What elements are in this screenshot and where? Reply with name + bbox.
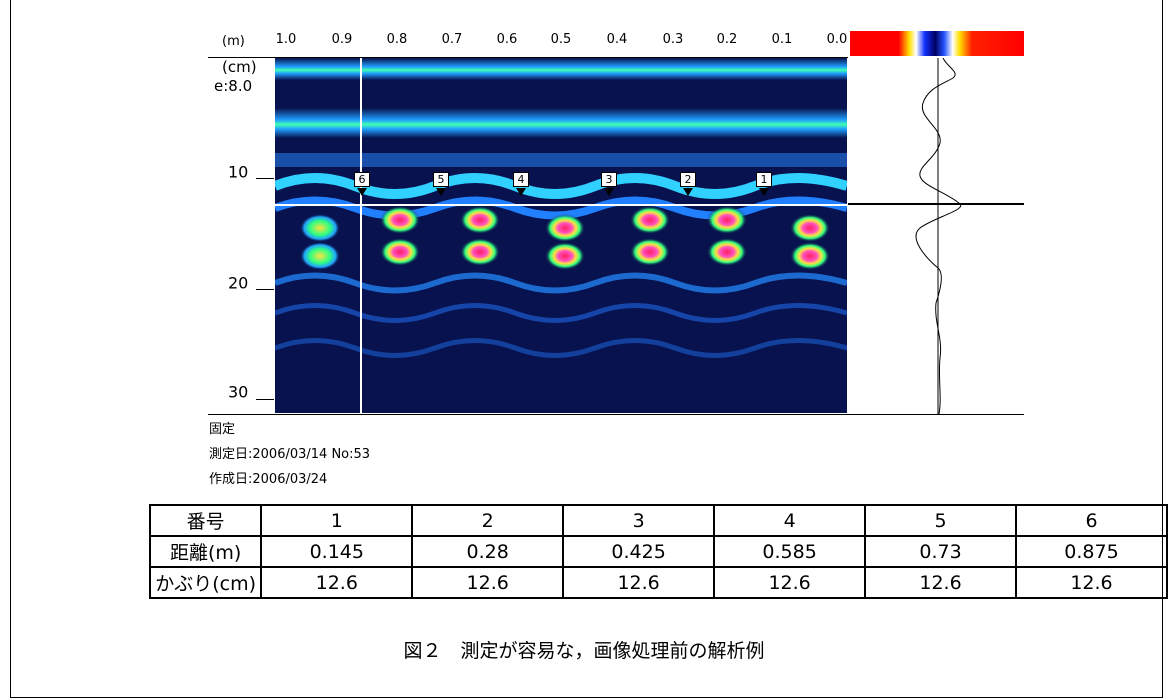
color-scale-bar: [850, 31, 1024, 56]
x-tick: 0.8: [386, 32, 408, 47]
table-row-label: 距離(m): [148, 535, 263, 568]
y-tick: 10: [228, 162, 249, 182]
measured-date: 測定日:2006/03/14 No:53: [209, 447, 371, 462]
table-cell: 12.6: [411, 566, 565, 599]
table-cell: 12.6: [260, 566, 414, 599]
table-cell: 0.875: [1014, 535, 1168, 568]
marker-5: 5: [433, 172, 449, 196]
x-tick: 1.0: [275, 32, 297, 47]
table-cell: 0.73: [864, 535, 1017, 568]
table-cell: 12.6: [864, 566, 1017, 599]
results-table: 番号 1 2 3 4 5 6 距離(m) 0.145 0.28 0.425 0.…: [148, 504, 1168, 599]
x-tick: 0.6: [496, 32, 518, 47]
table-header-cell: 4: [713, 504, 867, 537]
top-border: [208, 57, 848, 58]
table-cell: 0.145: [260, 535, 414, 568]
table-row: 距離(m) 0.145 0.28 0.425 0.585 0.73 0.875: [148, 535, 1168, 568]
table-cell: 12.6: [713, 566, 867, 599]
marker-2: 2: [680, 172, 696, 196]
table-cell: 0.425: [562, 535, 716, 568]
table-header-cell: 1: [260, 504, 414, 537]
x-tick: 0.1: [771, 32, 793, 47]
table-header-cell: 5: [864, 504, 1017, 537]
table-cell: 12.6: [1014, 566, 1168, 599]
x-axis-unit: (m): [222, 34, 245, 49]
radar-scan-image: [275, 58, 847, 413]
cover-depth-line: [275, 204, 847, 206]
table-header-cell: 6: [1014, 504, 1168, 537]
cursor-line: [360, 58, 362, 414]
table-cell: 12.6: [562, 566, 716, 599]
y-tick-mark: [256, 399, 274, 400]
marker-6: 6: [354, 172, 370, 196]
waveform-trace: [848, 58, 1024, 414]
reflection-spots: [300, 206, 830, 270]
x-tick: 0.9: [331, 32, 353, 47]
table-row-label: かぶり(cm): [148, 566, 263, 599]
y-axis-unit: (cm): [222, 58, 257, 76]
scan-graphic: [275, 58, 847, 358]
x-tick: 0.0: [826, 32, 848, 47]
x-tick: 0.4: [606, 32, 628, 47]
y-tick: 30: [228, 382, 249, 402]
table-cell: 0.585: [713, 535, 867, 568]
table-header-cell: 2: [411, 504, 565, 537]
table-header-cell: 3: [562, 504, 716, 537]
marker-1: 1: [756, 172, 772, 196]
figure-caption: 図２ 測定が容易な，画像処理前の解析例: [403, 640, 765, 662]
y-tick-mark: [256, 289, 274, 290]
table-header-row: 番号 1 2 3 4 5 6: [148, 504, 1168, 537]
marker-3: 3: [601, 172, 617, 196]
x-tick: 0.5: [550, 32, 572, 47]
x-tick: 0.7: [441, 32, 463, 47]
x-tick: 0.3: [662, 32, 684, 47]
mode-label: 固定: [209, 422, 236, 437]
x-tick: 0.2: [716, 32, 738, 47]
y-tick-mark: [256, 178, 274, 179]
created-date: 作成日:2006/03/24: [209, 472, 328, 487]
table-row: かぶり(cm) 12.6 12.6 12.6 12.6 12.6 12.6: [148, 566, 1168, 599]
table-cell: 0.28: [411, 535, 565, 568]
y-tick: 20: [228, 273, 249, 293]
marker-4: 4: [513, 172, 529, 196]
table-header-cell: 番号: [148, 504, 263, 537]
figure-baseline: [208, 414, 1024, 415]
epsilon-label: e:8.0: [214, 77, 253, 95]
